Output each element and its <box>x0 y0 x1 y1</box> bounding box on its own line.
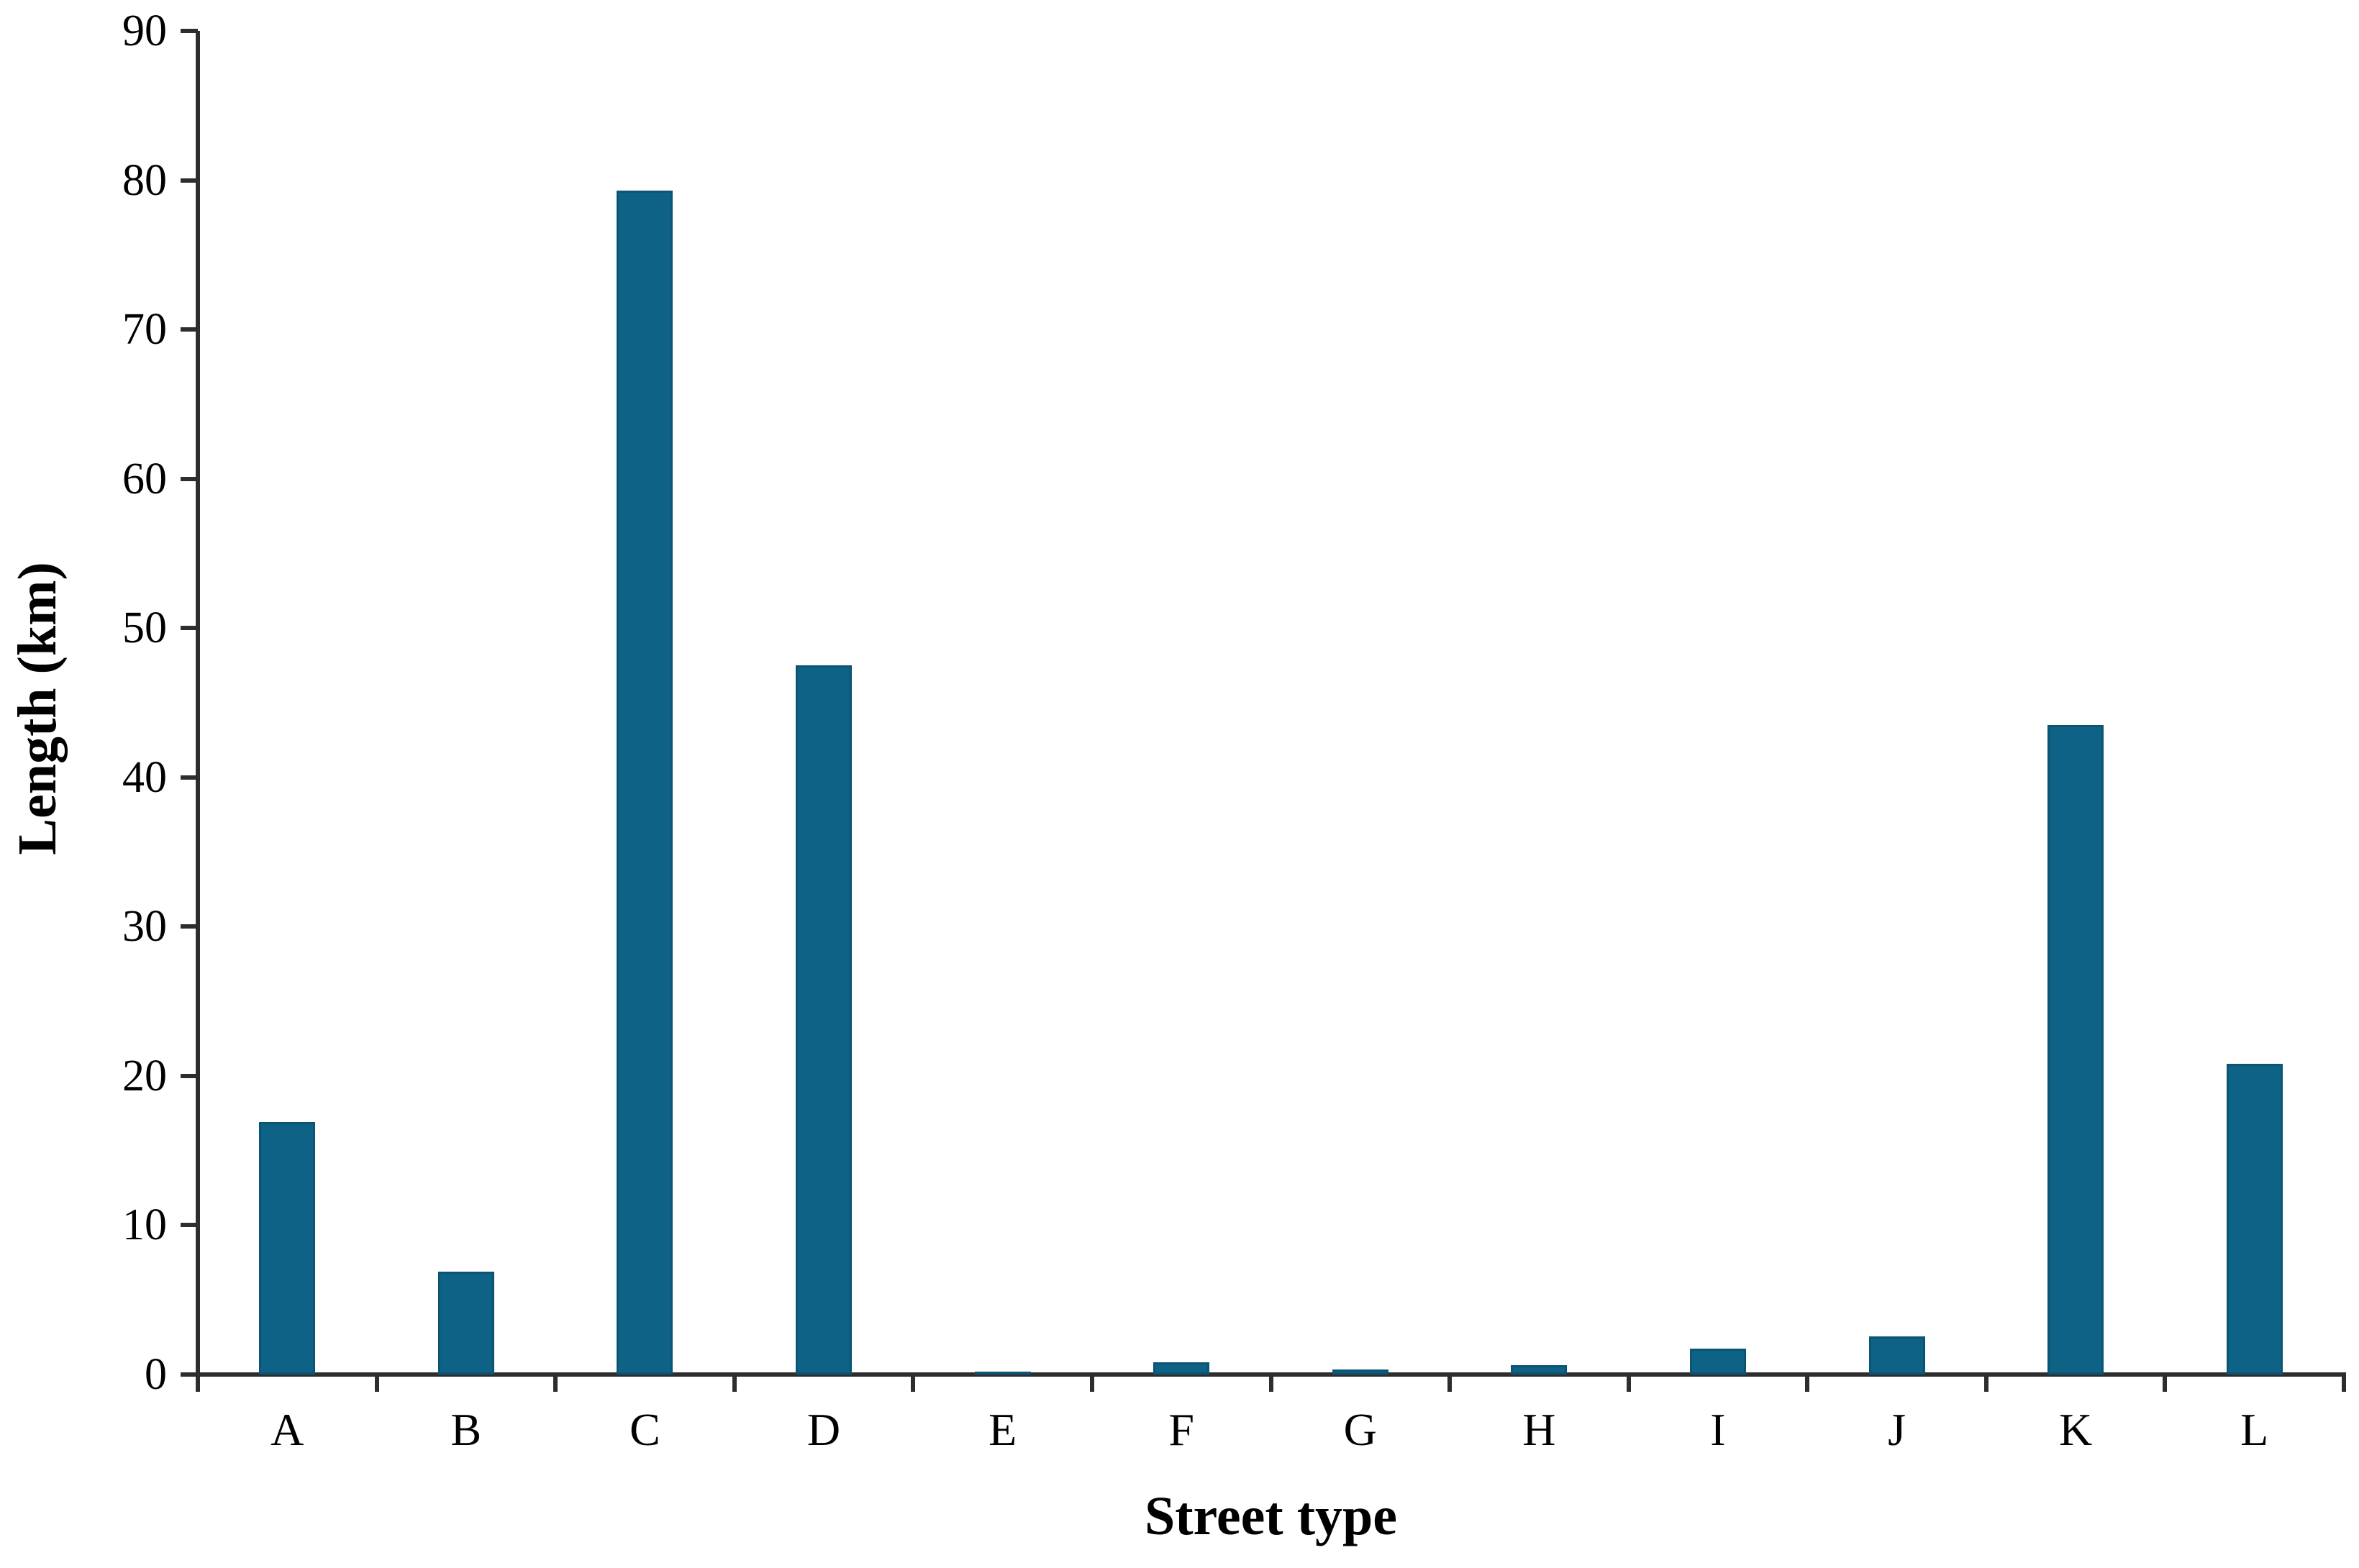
y-axis-line <box>196 31 200 1392</box>
bar-L <box>2226 1064 2283 1375</box>
x-category-label-G: G <box>1343 1404 1377 1455</box>
x-axis-title: Street type <box>1144 1486 1398 1546</box>
bar-E <box>974 1371 1031 1375</box>
y-tick-label: 60 <box>122 454 167 503</box>
x-category-label-K: K <box>2059 1404 2093 1455</box>
x-category-label-L: L <box>2240 1404 2269 1455</box>
x-tick <box>553 1372 558 1392</box>
y-tick-label: 70 <box>122 305 167 355</box>
x-category-label-B: B <box>450 1404 482 1455</box>
x-category-label-D: D <box>806 1404 841 1455</box>
y-tick-label: 30 <box>122 902 167 952</box>
y-tick <box>181 476 198 481</box>
x-tick <box>374 1372 379 1392</box>
x-tick <box>2342 1372 2346 1392</box>
bar-A <box>259 1122 316 1375</box>
y-tick-label: 0 <box>145 1350 167 1399</box>
y-tick <box>181 626 198 631</box>
x-tick <box>2163 1372 2168 1392</box>
y-tick <box>181 1223 198 1228</box>
bar-G <box>1332 1369 1388 1375</box>
x-tick <box>1626 1372 1631 1392</box>
bar-D <box>796 665 853 1375</box>
x-tick <box>1805 1372 1810 1392</box>
x-category-label-C: C <box>629 1404 660 1455</box>
x-axis-line <box>181 1372 2346 1377</box>
x-category-label-H: H <box>1522 1404 1556 1455</box>
bar-H <box>1511 1364 1568 1375</box>
y-tick <box>181 775 198 780</box>
x-category-label-I: I <box>1710 1404 1726 1455</box>
y-tick-label: 10 <box>122 1200 167 1250</box>
y-tick <box>181 29 198 33</box>
y-tick <box>181 1372 198 1377</box>
y-tick-label: 20 <box>122 1051 167 1100</box>
y-tick <box>181 1073 198 1078</box>
bar-I <box>1689 1348 1746 1375</box>
y-tick <box>181 178 198 183</box>
x-category-label-J: J <box>1888 1404 1906 1455</box>
y-tick <box>181 327 198 332</box>
y-tick-label: 50 <box>122 603 167 653</box>
y-tick <box>181 924 198 929</box>
x-tick <box>1983 1372 1988 1392</box>
y-tick-label: 80 <box>122 155 167 205</box>
bar-J <box>1868 1336 1925 1375</box>
x-tick <box>911 1372 916 1392</box>
bar-B <box>437 1271 494 1375</box>
x-category-label-A: A <box>271 1404 304 1455</box>
x-tick <box>196 1372 200 1392</box>
y-tick-label: 40 <box>122 752 167 802</box>
bar-F <box>1153 1362 1210 1375</box>
bar-K <box>2047 725 2104 1375</box>
y-tick-label: 90 <box>122 6 167 55</box>
x-category-label-E: E <box>988 1404 1017 1455</box>
bar-C <box>617 191 673 1375</box>
x-tick <box>1447 1372 1453 1392</box>
x-tick <box>1268 1372 1273 1392</box>
x-tick <box>732 1372 737 1392</box>
x-tick <box>1089 1372 1094 1392</box>
x-category-label-F: F <box>1168 1404 1194 1455</box>
